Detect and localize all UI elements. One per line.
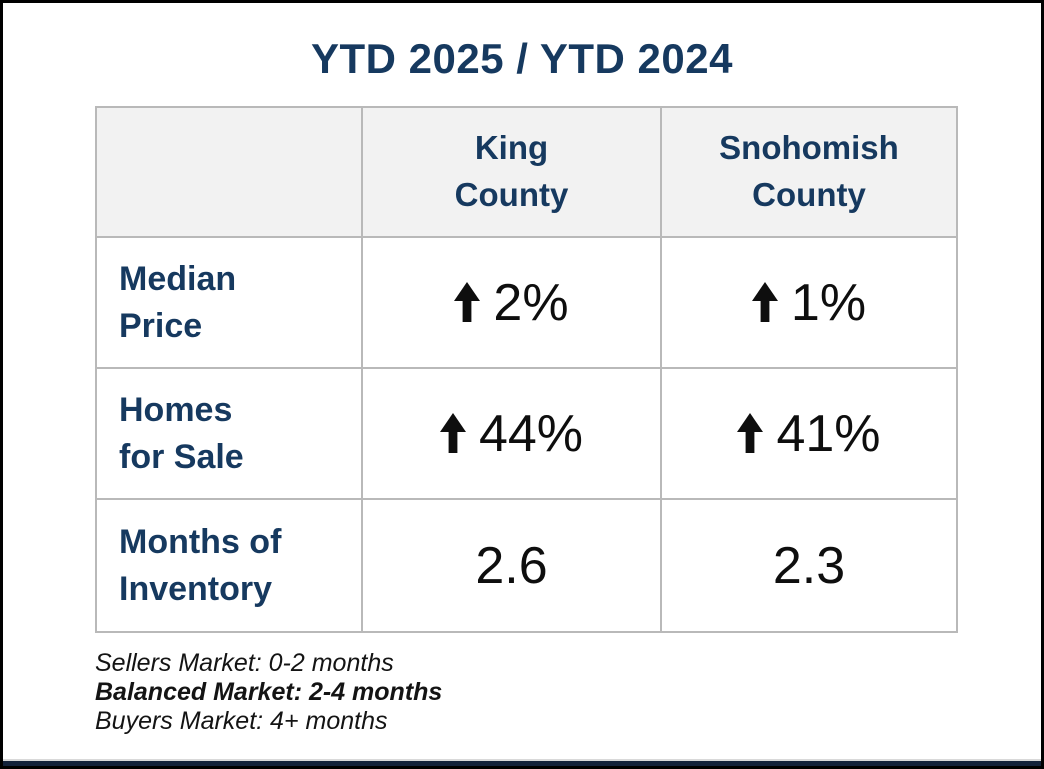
value-months-inventory-snohomish: 2.3 — [660, 498, 958, 633]
value-homes-for-sale-king: 44% — [361, 367, 662, 500]
header-snohomish-line2: County — [752, 176, 866, 213]
value-text: 2.6 — [475, 536, 548, 595]
header-cell-empty — [95, 106, 363, 238]
metric-label-median-price: Median Price — [95, 236, 363, 369]
footer-accent-bar — [3, 759, 1041, 766]
up-arrow-icon — [454, 281, 481, 322]
header-snohomish-line1: Snohomish — [719, 129, 899, 167]
metric-label-homes-for-sale: Homes for Sale — [95, 367, 363, 500]
up-arrow-icon — [737, 412, 764, 453]
header-king-line2: County — [454, 176, 569, 213]
metric-line1: Months of — [119, 522, 282, 561]
value-text: 1% — [790, 273, 867, 332]
value-text: 2% — [493, 273, 569, 332]
value-text: 44% — [478, 404, 584, 463]
value-median-price-king: 2% — [361, 236, 662, 369]
up-arrow-icon — [751, 281, 778, 322]
header-king-line1: King — [474, 129, 549, 167]
table-header-row: King County Snohomish County — [95, 106, 958, 238]
table-row-median-price: Median Price 2% 1% — [95, 236, 958, 369]
table-row-months-of-inventory: Months of Inventory 2.6 2.3 — [95, 498, 958, 633]
value-text: 41% — [776, 404, 881, 463]
value-months-inventory-king: 2.6 — [361, 498, 662, 633]
legend-balanced-market: Balanced Market: 2-4 months — [95, 678, 443, 706]
value-median-price-snohomish: 1% — [660, 236, 958, 369]
metric-line2: Price — [119, 306, 203, 345]
market-stats-table: King County Snohomish County Median Pric… — [95, 106, 958, 633]
legend-buyers-market: Buyers Market: 4+ months — [95, 707, 388, 735]
value-homes-for-sale-snohomish: 41% — [660, 367, 958, 500]
metric-line1: Median — [119, 259, 237, 298]
metric-line2: Inventory — [119, 569, 273, 608]
header-cell-snohomish-county: Snohomish County — [660, 106, 958, 238]
legend-sellers-market: Sellers Market: 0-2 months — [95, 649, 394, 677]
market-legend: Sellers Market: 0-2 months Balanced Mark… — [95, 649, 442, 736]
metric-line2: for Sale — [119, 437, 244, 476]
value-text: 2.3 — [772, 536, 846, 595]
up-arrow-icon — [439, 412, 466, 453]
metric-label-months-of-inventory: Months of Inventory — [95, 498, 363, 633]
header-cell-king-county: King County — [361, 106, 662, 238]
metric-line1: Homes — [119, 390, 233, 429]
page-title: YTD 2025 / YTD 2024 — [311, 35, 733, 82]
table-row-homes-for-sale: Homes for Sale 44% 41% — [95, 367, 958, 500]
